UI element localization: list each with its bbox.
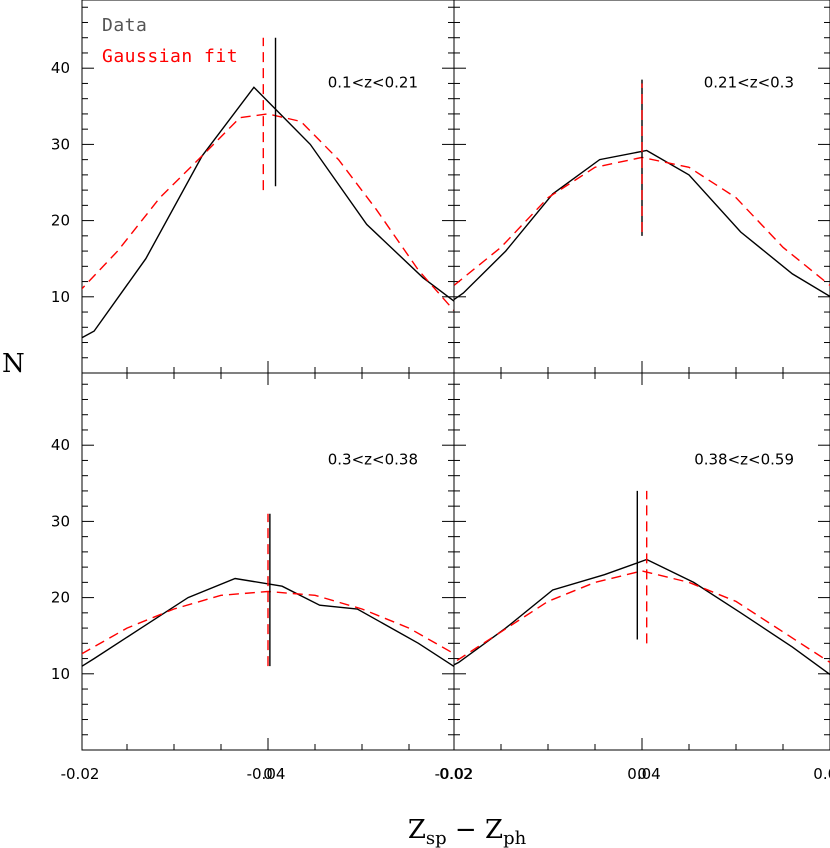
data-series-line xyxy=(454,149,830,301)
panel-range-label: 0.38<z<0.59 xyxy=(694,450,794,468)
x-tick-label: 0.04 xyxy=(627,765,660,783)
panel-range-label: 0.3<z<0.38 xyxy=(328,450,418,468)
y-tick-label: 20 xyxy=(51,589,70,607)
panel-range-label: 0.1<z<0.21 xyxy=(328,73,418,91)
gaussian-fit-line xyxy=(454,570,830,664)
x-axis-label: Zsp − Zph xyxy=(408,815,527,848)
gaussian-fit-line xyxy=(454,156,830,287)
x-tick-label: 0 xyxy=(263,765,273,783)
data-series-line xyxy=(82,86,454,339)
x-tick-label: -0.04 xyxy=(247,765,286,783)
y-tick-label: 10 xyxy=(51,665,70,683)
y-tick-label: 30 xyxy=(51,512,70,530)
panel-range-label: 0.21<z<0.3 xyxy=(704,73,794,91)
legend: Data Gaussian fit xyxy=(102,15,238,67)
x-tick-label: 0.02 xyxy=(439,765,472,783)
y-tick-label: 20 xyxy=(51,212,70,230)
legend-fit-label: Gaussian fit xyxy=(102,46,238,67)
y-tick-label: 10 xyxy=(51,288,70,306)
tick-labels-group: 1020304010203040-0.04-0.0200.020.04-0.04… xyxy=(51,59,830,783)
y-tick-label: 30 xyxy=(51,135,70,153)
x-tick-label: 0.02 xyxy=(813,765,830,783)
panels-group: 0.1<z<0.21 0.21<z<0.3 0.3<z<0.38 0.38<z<0.5… xyxy=(81,0,830,751)
gaussian-fit-line xyxy=(82,113,454,312)
x-tick-label: -0.02 xyxy=(435,765,474,783)
y-tick-label: 40 xyxy=(51,59,70,77)
data-series-line xyxy=(454,558,830,676)
gaussian-fit-line xyxy=(82,590,454,655)
panel-4: 0.38<z<0.59 xyxy=(453,372,830,751)
data-series-line xyxy=(82,577,454,668)
panel-2: 0.21<z<0.3 xyxy=(453,0,830,374)
x-tick-label: -0.02 xyxy=(61,765,100,783)
panel-3: 0.3<z<0.38 xyxy=(81,372,455,751)
y-tick-label: 40 xyxy=(51,436,70,454)
legend-data-label: Data xyxy=(102,15,147,36)
x-tick-label: 0 xyxy=(637,765,647,783)
y-axis-label: N xyxy=(2,349,25,379)
